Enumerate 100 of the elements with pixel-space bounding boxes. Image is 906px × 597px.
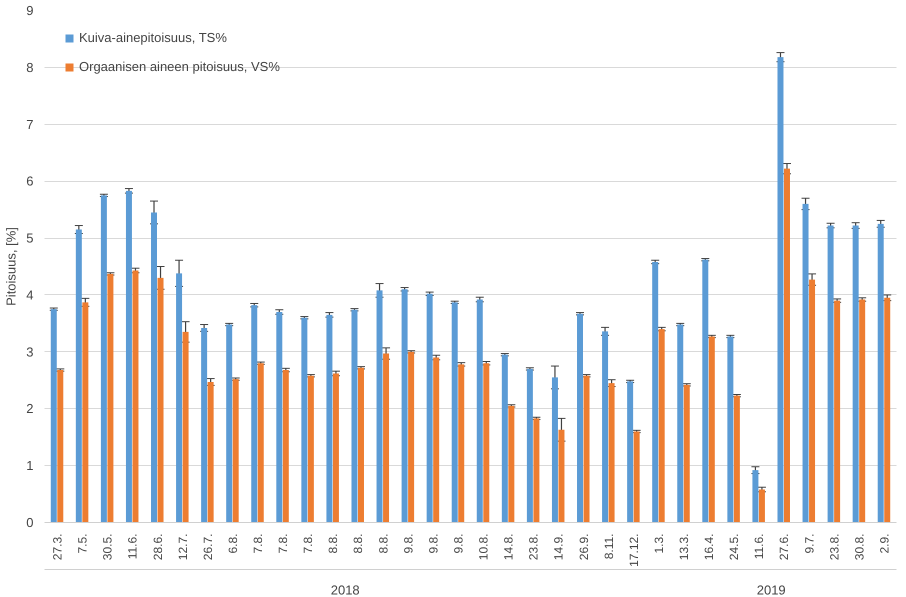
x-tick-label: 8.8. [376,534,390,554]
x-tick-label: 10.8. [476,533,491,560]
bar [884,298,890,522]
bar [727,336,734,522]
bar [859,299,866,522]
text: 2018 [330,582,360,597]
x-tick-label: 6.8. [226,534,240,554]
bar [708,336,715,522]
x-tick-label: 24.5. [727,533,742,560]
bar [734,396,740,522]
bar [376,290,383,522]
bar [502,354,508,522]
x-tick-label: 23.8. [827,533,842,560]
bar [809,280,816,522]
bar [258,363,264,522]
x-tick-label: 7.8. [276,534,290,554]
bar [878,224,884,522]
y-tick-label: 8 [26,60,34,75]
x-tick-label: 14.9. [552,533,566,560]
bar [433,358,440,522]
bar [702,260,708,522]
x-tick-label: 1.3. [652,534,666,554]
bar [107,274,114,522]
bar [828,226,834,522]
bar [402,289,408,522]
bar [50,309,57,522]
x-tick-label: 16.4. [702,533,716,560]
bar [201,328,208,522]
x-tick-label: 9.7. [802,534,816,554]
bar [132,270,138,522]
bar [232,379,239,522]
bar [226,324,232,522]
y-tick-label: 0 [26,515,34,530]
bar [852,226,859,522]
bar [332,373,339,522]
x-tick-label: 26.9. [576,533,591,560]
bar [533,418,540,522]
x-tick-label: 28.6. [150,533,165,560]
bar [100,195,107,522]
bar [558,430,564,522]
bar [784,168,790,522]
bar [351,310,358,522]
bar [834,300,840,522]
bar [577,314,584,522]
bar [802,204,809,522]
y-tick-label: 9 [26,3,34,18]
text: 2019 [756,582,786,597]
bar [76,230,82,522]
bar [483,363,490,522]
bar [758,490,765,522]
x-tick-label: 14.8. [502,533,516,560]
bar [652,262,658,522]
bar [57,370,64,522]
x-tick-label: 13.3. [677,533,691,560]
x-tick-label: 7.5. [76,534,90,554]
bar [458,364,464,522]
x-tick-label: 9.8. [451,534,466,554]
y-tick-label: 7 [26,116,34,132]
y-tick-label: 3 [26,344,34,360]
bar [584,376,590,522]
bar [526,368,533,522]
y-tick-label: 2 [26,401,34,416]
bar [208,382,214,522]
x-tick-label: 30.5. [100,533,115,560]
x-tick-label: 2.9. [877,534,892,554]
y-tick-label: 1 [26,458,34,474]
bar [602,331,608,522]
bar [777,57,784,522]
legend-label: Kuiva-ainepitoisuus, TS% [79,30,227,45]
bar [677,324,684,522]
bar [608,383,615,522]
bar [658,329,665,522]
x-tick-label: 11.6. [126,533,140,560]
x-tick-label: 9.8. [426,534,440,554]
x-tick-label: 30.8. [852,533,866,560]
x-tick-label: 8.11. [602,533,616,560]
bar [634,431,640,522]
bar [408,352,414,522]
legend-label: Orgaanisen aineen pitoisuus, VS% [79,59,280,74]
bar [684,384,690,522]
bar [627,381,634,522]
bar [508,406,514,522]
bar [282,370,289,522]
bar [426,294,433,522]
bar [182,332,189,522]
x-tick-label: 8.8. [326,534,340,554]
x-tick-label: 12.7. [176,533,190,560]
bar [452,302,458,522]
bar [752,470,758,522]
x-tick-label: 27.6. [777,533,792,560]
x-tick-label: 27.3. [50,533,65,560]
bar [358,368,364,522]
bar [301,318,308,522]
bar [158,278,164,522]
bar [552,377,558,522]
x-tick-label: 11.6. [752,533,766,560]
x-tick-label: 26.7. [200,533,215,560]
y-tick-label: 6 [26,174,34,189]
bar [383,354,390,522]
bar [251,305,258,522]
